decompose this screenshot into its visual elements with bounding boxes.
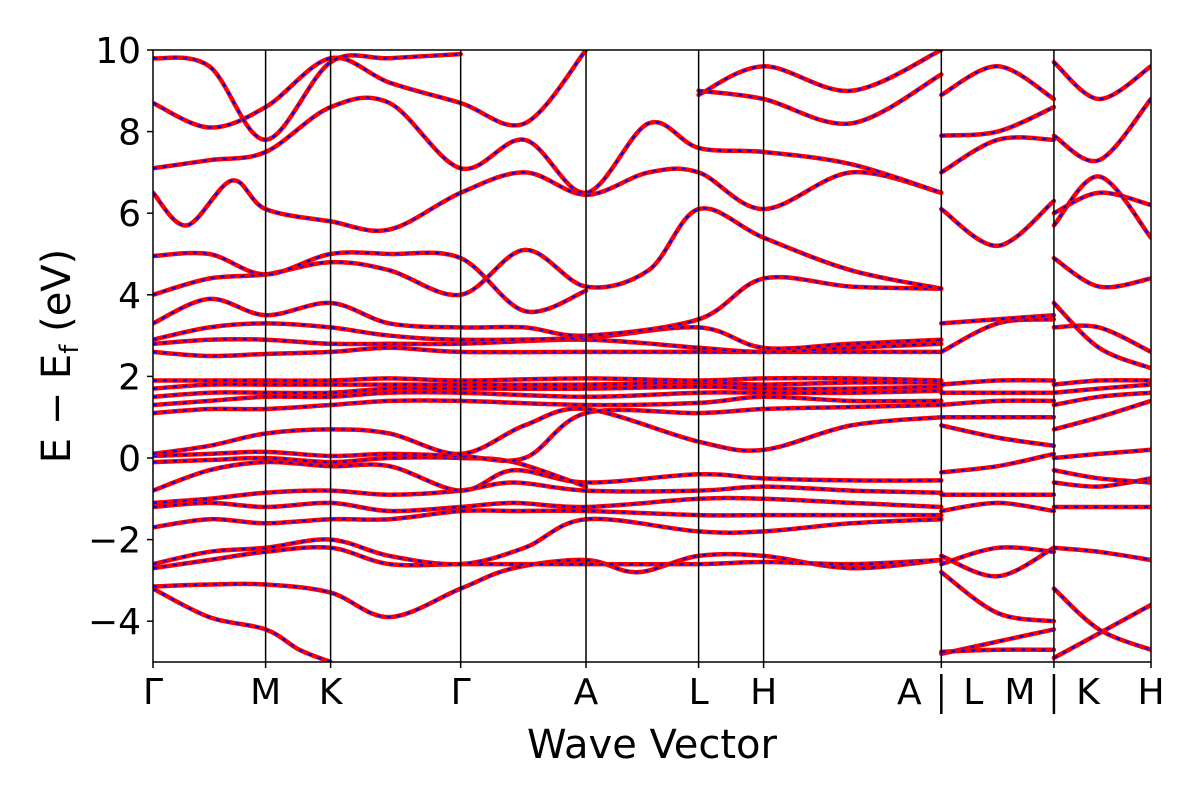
band-10-dash [153,407,942,456]
y-tick-label: 10 [95,31,141,72]
band-29 [939,647,1057,655]
y-tick-label: 8 [118,113,141,154]
band-38-dash [941,399,1054,407]
x-tick-label: A [574,672,599,713]
band-22 [153,166,944,233]
band-59 [1051,300,1151,371]
band-56 [1051,382,1151,395]
band-23-dash [153,96,942,194]
y-axis-title-subscript: f [55,344,85,354]
x-tick-label: L [689,672,709,713]
y-axis: −4 −2 0 2 4 6 8 10 [88,31,153,643]
band-10 [153,406,944,457]
band-45 [939,104,1057,138]
band-64 [1051,59,1151,102]
y-tick-label: 0 [118,439,141,480]
band-19 [153,274,944,338]
band-52-dash [1053,469,1151,484]
x-tick-label: L [963,672,983,713]
band-32 [939,545,1057,567]
x-axis-title: Wave Vector [527,722,778,768]
band-33 [939,500,1057,514]
band-24-dash [153,50,587,129]
band-26 [696,50,944,98]
band-38 [939,398,1057,408]
band-18 [153,321,944,351]
band-35-dash [941,452,1055,474]
band-0 [153,586,333,662]
x-tick-label: A [897,672,922,713]
band-2 [153,544,944,571]
band-54-dash [1053,399,1151,431]
band-57 [1051,377,1151,387]
x-tick-label: M [250,672,281,713]
x-tick-label: K [319,672,344,713]
band-30-dash [940,571,1055,623]
y-axis-title: E − Ef (eV) [34,249,85,464]
band-59-dash [1053,302,1151,370]
band-32-dash [940,546,1054,566]
y-tick-label: 6 [118,194,141,235]
band-48-dash [1053,587,1151,651]
band-27-dash [698,73,942,125]
band-31 [939,545,1057,579]
y-tick-label: −4 [88,602,141,643]
band-27 [696,72,944,127]
band-36-dash [941,424,1055,447]
band-44-dash [940,136,1054,174]
band-40-dash [941,379,1054,386]
band-21 [153,250,589,315]
y-axis-title-main: E − E [34,354,80,464]
band-19-dash [153,275,942,337]
band-47-dash [1053,603,1151,659]
band-25 [153,51,463,143]
band-44 [939,135,1057,175]
band-58 [1051,323,1151,355]
band-62-dash [1053,191,1151,215]
y-tick-label: 4 [118,276,141,317]
band-40 [939,377,1057,387]
band-53 [1051,447,1151,461]
band-46-dash [940,65,1055,100]
band-55-dash [1053,391,1151,407]
plot-frame [152,49,1152,663]
band-42-dash [941,314,1054,325]
band-1-dash [153,553,942,619]
y-tick-label: −2 [88,521,141,562]
band-45-dash [941,106,1055,137]
band-61-dash [1053,175,1151,239]
x-tick-label: K [1076,672,1101,713]
band-21-dash [153,251,587,314]
band-18-dash [153,322,942,350]
band-3 [153,516,944,567]
band-29-dash [941,648,1054,653]
x-tick-label: M [1004,672,1035,713]
x-tick-label: Γ [451,672,471,713]
y-axis-title-unit: (eV) [34,249,80,345]
band-3-dash [153,517,942,566]
band-48 [1051,586,1151,653]
band-8-dash [153,456,587,488]
band-31-dash [940,546,1055,578]
band-62 [1051,190,1151,216]
band-36 [939,423,1057,449]
band-63 [1051,96,1151,164]
band-24 [153,50,589,130]
x-tick-label: Γ [143,672,163,713]
band-33-dash [941,501,1055,513]
band-lines [153,50,1151,662]
x-tick-label: H [750,672,777,713]
band-60-dash [1053,257,1151,289]
y-tick-label: 2 [118,357,141,398]
x-tick-label: H [1137,672,1164,713]
band-41-dash [940,318,1054,353]
band-26-dash [698,50,942,96]
kpoint-lines [264,50,1055,662]
band-35 [939,451,1057,475]
band-43-dash [940,200,1055,247]
band-49 [1051,545,1151,563]
band-63-dash [1053,98,1151,163]
